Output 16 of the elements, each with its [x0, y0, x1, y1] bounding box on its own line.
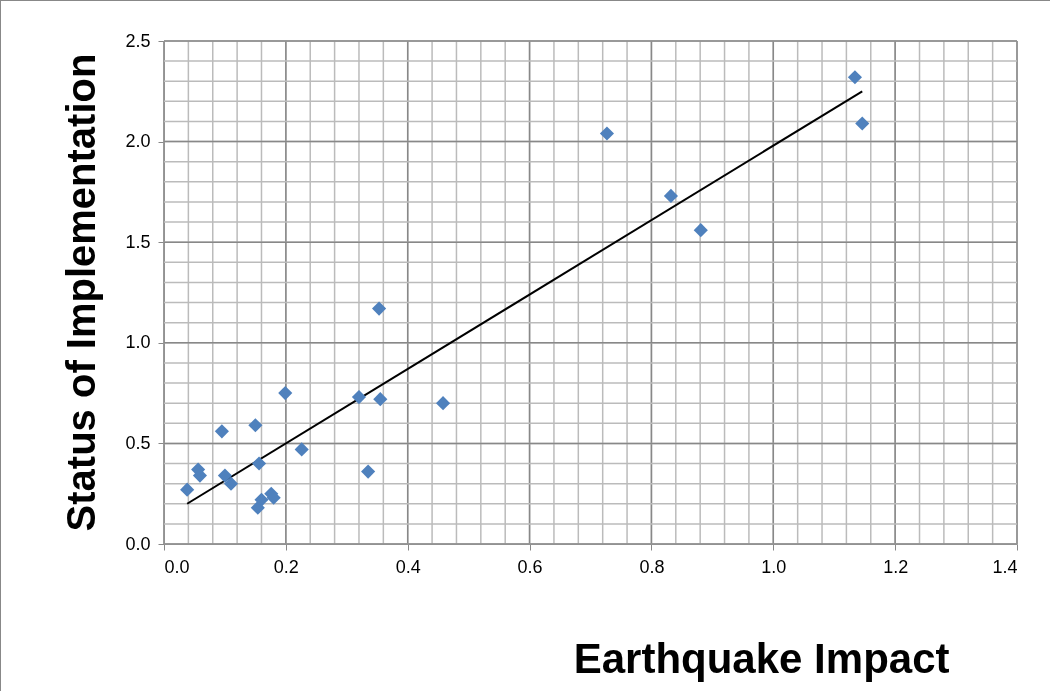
x-tick-label: 0.8	[639, 556, 665, 577]
x-tick-label: 1.2	[883, 556, 909, 577]
x-tick-label: 0.0	[164, 556, 190, 577]
y-tick-label: 2.5	[125, 30, 151, 51]
y-axis-title: Status of Implementation	[58, 53, 103, 532]
x-tick-label: 1.4	[992, 556, 1018, 577]
x-axis-title: Earthquake Impact	[573, 634, 950, 682]
y-tick-label: 0.0	[125, 533, 151, 554]
y-tick-label: 2.0	[125, 131, 151, 152]
y-tick-label: 1.0	[125, 332, 151, 353]
x-tick-label: 1.0	[761, 556, 787, 577]
y-tick-label: 1.5	[125, 231, 151, 252]
x-tick-label: 0.6	[517, 556, 543, 577]
x-tick-label: 0.2	[273, 556, 299, 577]
y-tick-label: 0.5	[125, 432, 151, 453]
x-tick-label: 0.4	[395, 556, 421, 577]
